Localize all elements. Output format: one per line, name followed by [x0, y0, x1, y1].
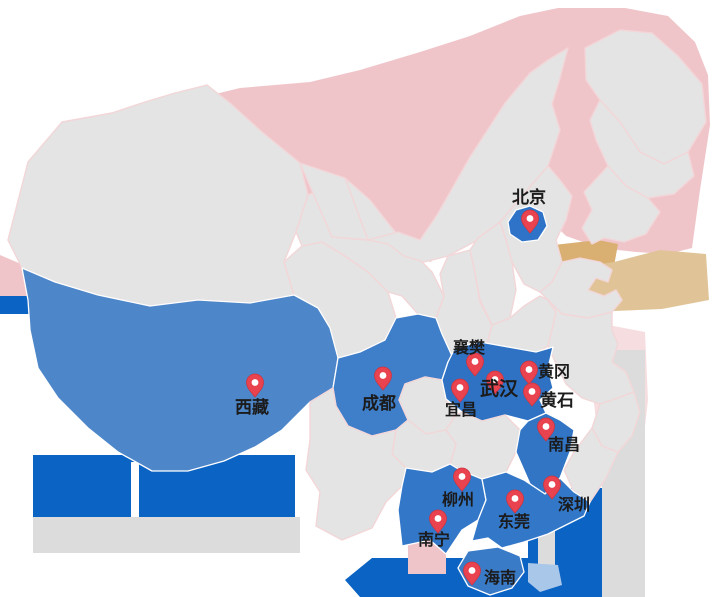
pin-dot: [251, 379, 259, 386]
city-pin-chengdu[interactable]: [374, 366, 392, 391]
city-pin-wuhan[interactable]: [486, 370, 504, 395]
city-label-nanchang: 南昌: [548, 435, 580, 454]
city-label-xiangfan: 襄樊: [452, 338, 486, 357]
pin-dot: [379, 372, 387, 379]
shadow-south-blue-column: [528, 518, 538, 578]
city-label-chengdu: 成都: [362, 393, 396, 413]
city-pin-huanggang[interactable]: [520, 360, 538, 385]
province-tibet[interactable]: [21, 267, 339, 472]
city-label-dongguan: 东莞: [498, 512, 530, 531]
pin-dot: [458, 473, 466, 480]
city-label-huanggang: 黄冈: [538, 362, 570, 381]
city-pin-beijing[interactable]: [521, 209, 539, 234]
city-label-shenzhen: 深圳: [558, 495, 590, 514]
city-label-yichang: 宜昌: [445, 400, 477, 419]
province-inner-mongolia[interactable]: [299, 47, 569, 263]
pin-dot: [528, 388, 536, 395]
city-label-huangshi: 黄石: [540, 390, 574, 410]
city-label-hainan: 海南: [484, 568, 516, 587]
city-pin-hainan[interactable]: [463, 561, 481, 586]
pin-dot: [471, 358, 479, 365]
city-pin-yichang[interactable]: [451, 378, 469, 403]
province-hainan[interactable]: [457, 546, 525, 596]
shadow-lightblue-patch-hainan: [528, 563, 562, 592]
shadow-southwest-white-gap: [131, 462, 139, 517]
city-label-nanning: 南宁: [418, 530, 450, 549]
pin-dot: [542, 423, 550, 430]
pin-dot: [491, 376, 499, 383]
city-pins-layer: [246, 209, 561, 586]
city-pin-dongguan[interactable]: [506, 489, 524, 514]
city-pin-nanning[interactable]: [429, 509, 447, 534]
pin-dot: [548, 481, 556, 488]
city-label-xizang: 西藏: [235, 398, 269, 417]
city-label-beijing: 北京: [512, 187, 546, 207]
city-pin-nanchang[interactable]: [537, 417, 555, 442]
pin-dot: [434, 515, 442, 522]
city-pin-shenzhen[interactable]: [543, 475, 561, 500]
pin-dot: [511, 495, 519, 502]
pin-dot: [468, 567, 476, 574]
province-guangdong[interactable]: [471, 471, 591, 549]
province-liaoning[interactable]: [581, 165, 661, 245]
city-label-liuzhou: 柳州: [442, 490, 474, 509]
province-layer: [7, 29, 707, 596]
city-pin-xiangfan[interactable]: [466, 352, 484, 377]
city-pin-xizang[interactable]: [246, 373, 264, 398]
pin-dot: [525, 366, 533, 373]
city-pin-liuzhou[interactable]: [453, 467, 471, 492]
province-jilin[interactable]: [589, 99, 695, 199]
pin-dot: [526, 215, 534, 222]
city-label-wuhan: 武汉: [480, 378, 519, 400]
pin-dot: [456, 384, 464, 391]
city-pin-huangshi[interactable]: [523, 382, 541, 407]
shadow-southwest-gray-band: [33, 517, 300, 553]
